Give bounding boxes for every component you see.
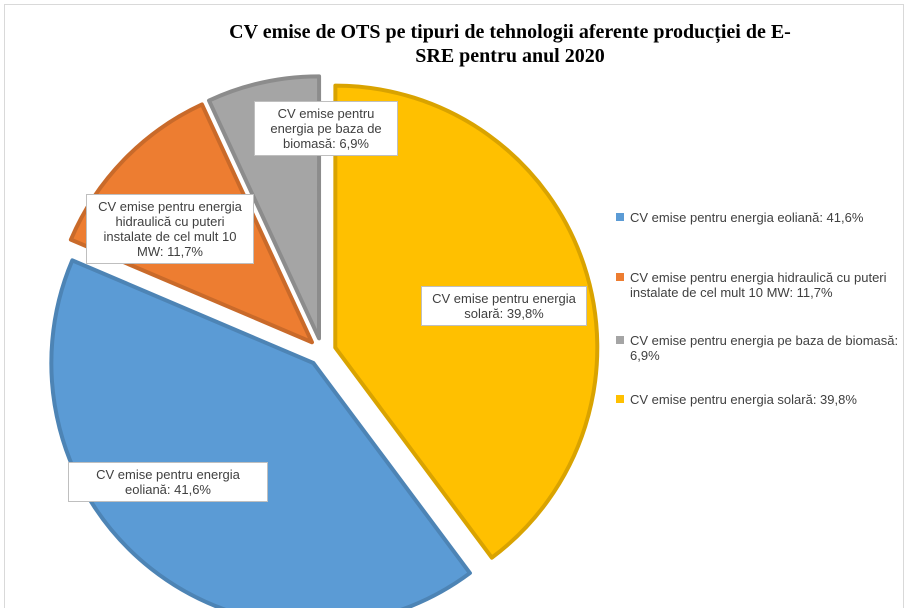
pie-slice: [49, 258, 472, 608]
legend-entry: CV emise pentru energia solară: 39,8%: [614, 392, 910, 407]
legend-entry: CV emise pentru energia hidraulică cu pu…: [614, 270, 910, 300]
legend-label: CV emise pentru energia eoliană: 41,6%: [630, 210, 864, 225]
legend-entry: CV emise pentru energia eoliană: 41,6%: [614, 210, 910, 225]
legend-swatch: [616, 213, 624, 221]
data-label: CV emise pentru energia hidraulică cu pu…: [86, 194, 254, 264]
legend-label: CV emise pentru energia pe baza de bioma…: [630, 333, 899, 363]
legend-swatch: [616, 273, 624, 281]
data-label: CV emise pentru energia solară: 39,8%: [421, 286, 587, 326]
legend-entry: CV emise pentru energia pe baza de bioma…: [614, 333, 910, 363]
legend-swatch: [616, 336, 624, 344]
chart-title: CV emise de OTS pe tipuri de tehnologii …: [229, 21, 791, 67]
legend-swatch: [616, 395, 624, 403]
legend-label: CV emise pentru energia hidraulică cu pu…: [630, 270, 887, 300]
data-label: CV emise pentru energia pe baza de bioma…: [254, 101, 398, 156]
legend-label: CV emise pentru energia solară: 39,8%: [630, 392, 857, 407]
data-label: CV emise pentru energia eoliană: 41,6%: [68, 462, 268, 502]
chart-frame: [4, 4, 904, 608]
